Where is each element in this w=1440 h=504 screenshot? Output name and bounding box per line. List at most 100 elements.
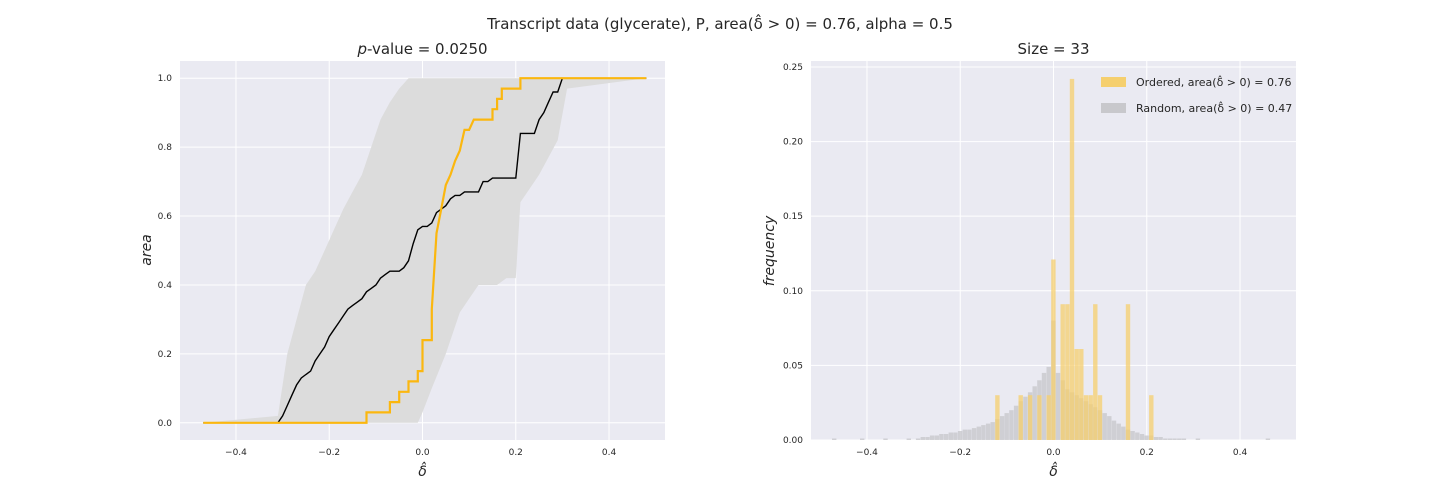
random-histogram-bar xyxy=(1163,438,1168,440)
random-histogram-bar xyxy=(1195,438,1201,440)
y-tick-label: 0.20 xyxy=(783,138,803,148)
area-y-ticks: 0.0 0.2 0.4 0.6 0.8 1.0 xyxy=(158,74,173,429)
histogram-y-ticks: 0.00 0.05 0.10 0.15 0.20 0.25 xyxy=(783,63,803,446)
y-tick-label: 0.4 xyxy=(158,281,173,291)
histogram-y-label: frequency xyxy=(762,215,778,286)
random-histogram-bar xyxy=(957,431,963,440)
histogram-x-ticks: −0.4 −0.2 0.0 0.2 0.4 xyxy=(856,448,1247,458)
random-histogram-bar xyxy=(971,428,977,440)
random-histogram-bar xyxy=(939,434,944,440)
random-histogram-bar xyxy=(1167,438,1173,440)
histogram-panel: −0.4 −0.2 0.0 0.2 0.4 0.000.050.100.150.200.… xyxy=(762,40,1296,480)
random-histogram-bar xyxy=(920,437,925,440)
x-tick-label: 0.2 xyxy=(509,448,523,458)
random-histogram-bar xyxy=(1181,438,1187,440)
ordered-histogram-bar xyxy=(1074,349,1079,440)
random-histogram-bar xyxy=(1153,437,1159,440)
random-histogram-bar xyxy=(934,435,939,440)
random-histogram-bar xyxy=(1121,426,1126,440)
random-histogram-bar xyxy=(1004,413,1009,440)
random-histogram-bar xyxy=(915,438,921,440)
random-confidence-band xyxy=(203,78,647,423)
random-histogram-bar xyxy=(1265,438,1271,440)
histogram-legend: Ordered, area(δ̂ > 0) = 0.76 Random, are… xyxy=(1101,75,1292,115)
ordered-histogram-bar xyxy=(1027,395,1033,440)
ordered-histogram-bar xyxy=(1079,349,1084,440)
x-tick-label: 0.0 xyxy=(1046,448,1061,458)
random-histogram-bar xyxy=(1023,396,1028,440)
legend-label-random: Random, area(δ̂ > 0) = 0.47 xyxy=(1136,101,1292,115)
y-tick-label: 0.0 xyxy=(158,419,173,429)
random-histogram-bar xyxy=(1102,413,1107,440)
y-tick-label: 0.00 xyxy=(783,436,803,446)
ordered-histogram-bar xyxy=(1037,395,1042,440)
ordered-histogram xyxy=(995,78,1154,441)
random-histogram-bar xyxy=(1055,372,1061,440)
random-histogram-bar xyxy=(948,432,953,440)
random-histogram-bar xyxy=(976,426,981,440)
x-tick-label: −0.2 xyxy=(318,448,340,458)
y-tick-label: 0.8 xyxy=(158,143,173,153)
random-histogram-bar xyxy=(1135,432,1140,440)
random-histogram-bar xyxy=(999,416,1005,440)
ordered-histogram-bar xyxy=(1060,304,1065,440)
random-histogram-bar xyxy=(962,429,967,440)
random-histogram-bar xyxy=(1032,386,1037,440)
random-histogram-bar xyxy=(981,425,986,440)
area-plot-title-suffix: -value = 0.0250 xyxy=(367,40,488,58)
area-y-label: area xyxy=(139,234,155,266)
area-x-ticks: −0.4 −0.2 0.0 0.2 0.4 xyxy=(225,448,616,458)
y-tick-label: 0.05 xyxy=(783,361,803,371)
figure-suptitle: Transcript data (glycerate), P, area(δ̂ … xyxy=(486,13,953,33)
random-histogram-bar xyxy=(1172,438,1177,440)
random-histogram-bar xyxy=(929,435,935,440)
random-histogram-bar xyxy=(1177,438,1182,440)
ordered-histogram-bar xyxy=(1065,304,1070,440)
random-mean-line xyxy=(203,77,647,424)
random-histogram-bar xyxy=(943,434,949,440)
x-tick-label: −0.2 xyxy=(949,448,971,458)
ordered-histogram-bar xyxy=(1093,304,1098,440)
x-tick-label: −0.4 xyxy=(856,448,878,458)
y-tick-label: 0.15 xyxy=(783,212,803,222)
y-tick-label: 1.0 xyxy=(158,74,173,84)
random-histogram-bar xyxy=(1111,420,1117,440)
random-histogram-bar xyxy=(1041,372,1047,440)
ordered-histogram-bar xyxy=(1083,395,1089,440)
ordered-histogram-bar xyxy=(1149,395,1154,440)
ordered-histogram-bar xyxy=(1018,395,1023,440)
y-tick-label: 0.2 xyxy=(158,350,172,360)
histogram-x-label: δ̂ xyxy=(1049,461,1058,480)
random-histogram-bar xyxy=(1107,416,1112,440)
area-plot-title-prefix: p xyxy=(356,40,367,58)
random-histogram-bar xyxy=(1158,437,1163,440)
random-histogram-bar xyxy=(1130,431,1135,440)
random-histogram-bar xyxy=(953,432,958,440)
x-tick-label: 0.4 xyxy=(602,448,617,458)
random-histogram-bar xyxy=(1139,434,1145,440)
legend-swatch-ordered xyxy=(1101,77,1126,87)
ordered-histogram-bar xyxy=(1069,78,1075,441)
random-histogram-bar xyxy=(1116,423,1121,440)
random-histogram-bar xyxy=(883,438,888,440)
random-histogram-bar xyxy=(985,423,991,440)
ordered-area-line xyxy=(203,77,647,424)
ordered-histogram-bar xyxy=(1125,304,1131,440)
random-histogram-bar xyxy=(832,438,837,440)
ordered-histogram-bar xyxy=(1051,259,1056,440)
random-histogram-bar xyxy=(1009,410,1014,440)
ordered-histogram-bar xyxy=(1046,395,1051,440)
random-histogram-bar xyxy=(990,422,995,440)
legend-swatch-random xyxy=(1101,103,1126,113)
x-tick-label: −0.4 xyxy=(225,448,247,458)
random-histogram-bar xyxy=(860,438,865,440)
x-tick-label: 0.2 xyxy=(1140,448,1154,458)
random-histogram-bar xyxy=(925,437,930,440)
random-histogram-bar xyxy=(1013,405,1019,440)
y-tick-label: 0.25 xyxy=(783,63,803,73)
area-curve-panel: −0.4 −0.2 0.0 0.2 0.4 0.0 0.2 0.4 0.6 0.8 1.0 p-v… xyxy=(139,40,665,480)
ordered-histogram-bar xyxy=(1088,395,1093,440)
y-tick-label: 0.10 xyxy=(783,287,803,297)
random-histogram-bar xyxy=(1144,435,1149,440)
